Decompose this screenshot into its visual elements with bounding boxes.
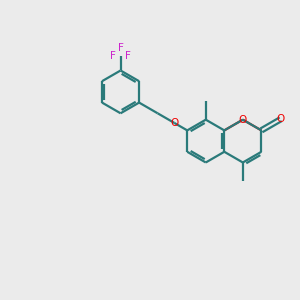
Text: O: O bbox=[170, 118, 178, 128]
Text: F: F bbox=[125, 51, 131, 61]
Text: O: O bbox=[277, 114, 285, 124]
Text: O: O bbox=[239, 115, 247, 125]
Text: F: F bbox=[110, 51, 116, 61]
Text: F: F bbox=[118, 43, 124, 53]
